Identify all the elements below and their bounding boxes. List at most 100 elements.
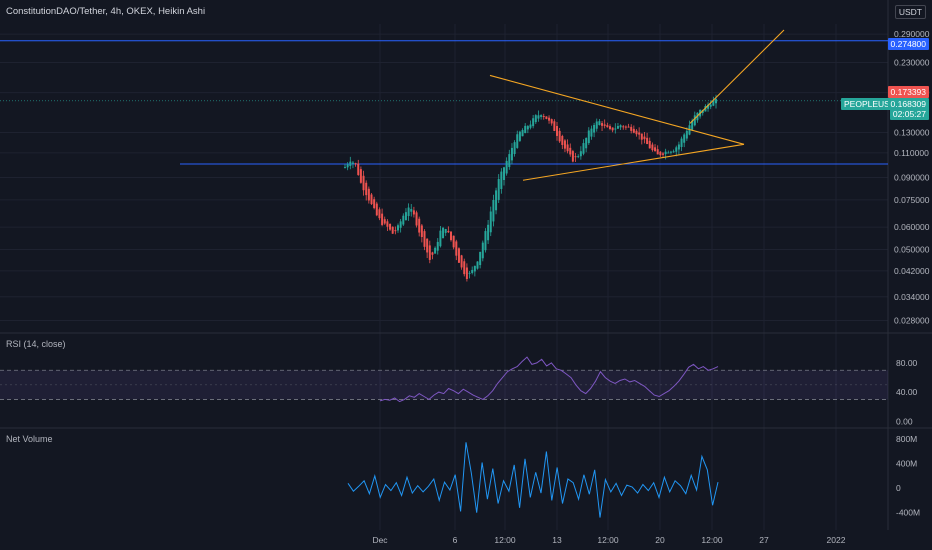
candle-body [590,128,593,137]
symbol-title[interactable]: ConstitutionDAO/Tether, 4h, OKEX, Heikin… [6,6,206,17]
candle-body [622,126,625,128]
price-axis-label: 0.230000 [894,58,930,68]
candle-body [545,116,548,119]
candle-body [582,143,585,154]
candle-body [367,188,370,201]
candle-body [669,151,672,153]
candle-body [632,128,635,133]
candle-body [357,163,360,175]
candle-body [638,132,641,135]
candle-body [712,100,715,106]
candle-body [463,261,466,275]
candle-body [643,136,646,140]
time-axis-label: 20 [655,535,665,545]
high-price-tag: 0.173393 [887,86,929,98]
candle-body [500,171,503,190]
candle-body [667,152,670,154]
candle-body [373,199,376,209]
candle-body [680,138,683,147]
candle-body [672,151,675,153]
volume-axis-label: -400M [896,508,920,518]
price-axis-label: 0.060000 [894,222,930,232]
candle-body [662,153,664,155]
candle-body [391,226,394,234]
candle-body [510,147,513,161]
candle-body [571,151,574,162]
candle-body [614,128,617,130]
candle-body [693,115,696,126]
candle-body [407,207,410,217]
candle-body [471,269,474,273]
candle-body [542,116,545,118]
currency-selector[interactable]: USDT [894,5,926,19]
candle-body [683,134,686,143]
candle-body [365,182,368,196]
candle-body [468,272,471,274]
candle-body [344,167,346,169]
candle-body [439,230,442,247]
candle-body [603,124,606,126]
candle-body [495,190,498,211]
candle-body [677,144,680,150]
candle-body [444,228,447,233]
candle-body [709,104,712,107]
volume-pane [347,442,719,518]
candle-body [450,231,452,241]
candle-body [609,126,611,129]
candle-body [497,179,500,200]
time-axis-label: 12:00 [494,535,516,545]
price-axis-label: 0.028000 [894,316,930,326]
rsi-pane [0,356,888,403]
candle-body [585,138,588,149]
candle-body [651,144,654,151]
candle-body [426,238,429,253]
net-volume-label[interactable]: Net Volume [6,434,53,444]
candle-body [460,255,463,268]
candle-body [593,124,596,133]
candle-body [375,203,378,216]
candle-body [457,248,460,263]
candle-body [526,126,529,130]
candle-body [595,121,598,129]
candle-body [529,124,532,128]
candle-body [648,140,651,149]
candle-body [412,210,415,215]
volume-axis-label: 0 [896,483,901,493]
candle-body [402,215,405,225]
candle-body [675,147,678,152]
candle-body [389,224,392,230]
candle-body [548,117,551,121]
time-axis-label: 13 [552,535,562,545]
price-axis-label: 0.130000 [894,127,930,137]
candle-body [532,118,535,127]
price-axis-label: 0.075000 [894,195,930,205]
candle-body [715,99,717,104]
candle-body [492,200,495,222]
rsi-axis-label: 0.00 [896,416,913,426]
breakout-trendline [689,29,785,124]
candle-body [434,247,437,254]
candle-body [518,131,521,141]
candle-body [431,252,434,255]
candle-body [386,221,389,227]
candle-body [550,119,553,124]
candle-body [540,115,543,117]
net-volume-line [347,442,719,518]
candle-body [442,227,445,239]
candle-body [707,104,710,109]
price-axis-label: 0.110000 [894,148,929,158]
candle-body [619,125,622,128]
candle-body [351,162,354,164]
price-axis-label: 0.050000 [894,245,930,255]
rsi-label[interactable]: RSI (14, close) [6,339,66,349]
candle-body [370,194,373,205]
volume-axis-label: 400M [896,459,917,469]
grid-lines [0,0,932,530]
candle-body [410,209,413,212]
time-axis-label: 12:00 [597,535,619,545]
time-axis-label: Dec [372,535,388,545]
candle-body [349,161,352,166]
candle-body [534,115,537,123]
candle-body [489,211,492,233]
